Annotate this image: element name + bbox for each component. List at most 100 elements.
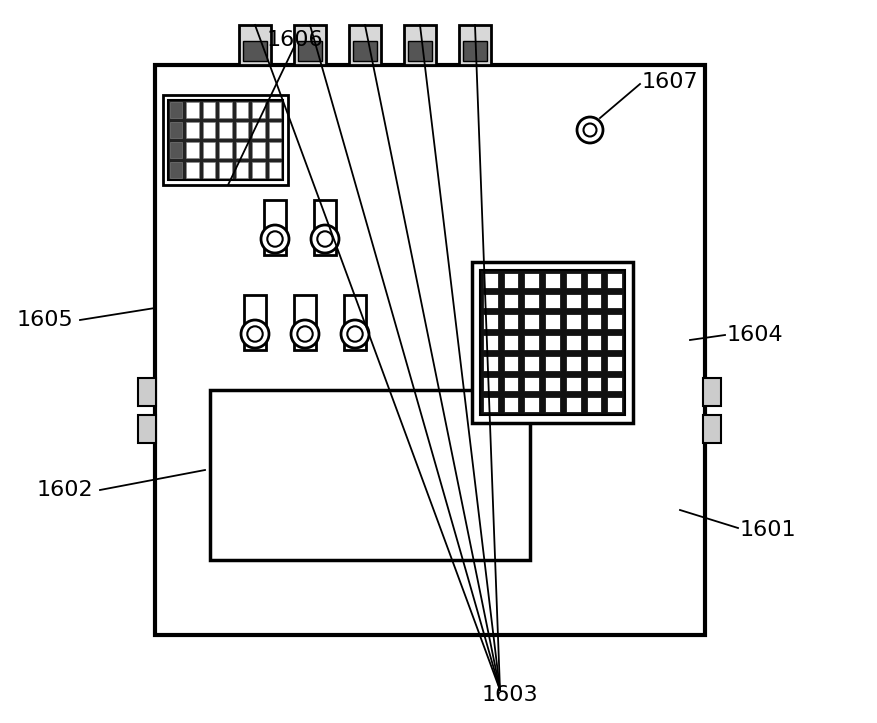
Bar bbox=[138, 415, 156, 443]
Bar bbox=[607, 294, 621, 309]
Bar bbox=[243, 41, 267, 61]
Bar bbox=[472, 262, 632, 423]
Bar bbox=[252, 122, 264, 138]
Bar bbox=[586, 356, 601, 371]
Bar bbox=[235, 142, 248, 158]
Bar bbox=[186, 122, 198, 138]
Bar bbox=[203, 122, 215, 138]
Circle shape bbox=[240, 320, 268, 348]
Bar bbox=[170, 122, 182, 138]
Circle shape bbox=[583, 124, 595, 137]
Bar bbox=[503, 315, 517, 329]
Bar bbox=[565, 397, 580, 412]
Bar bbox=[252, 102, 264, 118]
Bar bbox=[482, 335, 497, 350]
Bar bbox=[268, 122, 281, 138]
Circle shape bbox=[247, 326, 262, 342]
Bar bbox=[545, 397, 560, 412]
Bar bbox=[545, 335, 560, 350]
Bar bbox=[586, 377, 601, 391]
Bar bbox=[565, 377, 580, 391]
Bar bbox=[170, 102, 182, 118]
Bar bbox=[344, 295, 366, 350]
Bar bbox=[607, 315, 621, 329]
Circle shape bbox=[310, 225, 339, 253]
Bar bbox=[482, 377, 497, 391]
Bar bbox=[459, 25, 490, 65]
Bar bbox=[607, 377, 621, 391]
Bar bbox=[503, 397, 517, 412]
Circle shape bbox=[347, 326, 362, 342]
Bar bbox=[524, 294, 538, 309]
Bar bbox=[203, 162, 215, 178]
Bar bbox=[264, 200, 286, 255]
Bar bbox=[314, 200, 336, 255]
Bar bbox=[586, 335, 601, 350]
Bar bbox=[294, 25, 325, 65]
Bar bbox=[219, 162, 232, 178]
Bar bbox=[186, 162, 198, 178]
Bar bbox=[524, 397, 538, 412]
Bar bbox=[252, 142, 264, 158]
Bar bbox=[702, 415, 720, 443]
Bar bbox=[268, 142, 281, 158]
Bar bbox=[168, 100, 282, 180]
Bar bbox=[524, 356, 538, 371]
Bar bbox=[586, 294, 601, 309]
Bar bbox=[294, 295, 316, 350]
Bar bbox=[203, 142, 215, 158]
Bar bbox=[545, 356, 560, 371]
Bar bbox=[252, 162, 264, 178]
Bar bbox=[702, 378, 720, 406]
Bar bbox=[565, 335, 580, 350]
Bar bbox=[268, 102, 281, 118]
Bar bbox=[482, 356, 497, 371]
Bar bbox=[186, 102, 198, 118]
Bar bbox=[482, 315, 497, 329]
Bar bbox=[565, 294, 580, 309]
Bar bbox=[297, 41, 322, 61]
Bar bbox=[524, 377, 538, 391]
Text: 1601: 1601 bbox=[738, 520, 795, 540]
Text: 1605: 1605 bbox=[17, 310, 74, 330]
Bar bbox=[565, 315, 580, 329]
Circle shape bbox=[317, 231, 332, 247]
Bar bbox=[155, 65, 704, 635]
Bar bbox=[482, 397, 497, 412]
Text: 1606: 1606 bbox=[267, 30, 323, 50]
Bar bbox=[545, 315, 560, 329]
Bar bbox=[607, 356, 621, 371]
Bar bbox=[170, 142, 182, 158]
Bar bbox=[586, 397, 601, 412]
Bar bbox=[210, 390, 530, 560]
Bar bbox=[607, 273, 621, 288]
Bar bbox=[607, 397, 621, 412]
Circle shape bbox=[340, 320, 368, 348]
Bar bbox=[545, 294, 560, 309]
Circle shape bbox=[290, 320, 318, 348]
Bar bbox=[219, 142, 232, 158]
Bar bbox=[503, 335, 517, 350]
Bar bbox=[186, 142, 198, 158]
Bar bbox=[545, 273, 560, 288]
Bar bbox=[586, 315, 601, 329]
Bar bbox=[503, 294, 517, 309]
Bar bbox=[403, 25, 436, 65]
Bar bbox=[163, 95, 288, 185]
Bar bbox=[607, 335, 621, 350]
Bar bbox=[268, 162, 281, 178]
Bar bbox=[482, 294, 497, 309]
Bar bbox=[524, 335, 538, 350]
Bar bbox=[503, 356, 517, 371]
Bar bbox=[565, 356, 580, 371]
Bar bbox=[353, 41, 376, 61]
Bar bbox=[219, 122, 232, 138]
Bar bbox=[480, 270, 624, 415]
Text: 1604: 1604 bbox=[726, 325, 782, 345]
Bar bbox=[235, 162, 248, 178]
Bar bbox=[170, 162, 182, 178]
Bar bbox=[503, 377, 517, 391]
Bar bbox=[244, 295, 266, 350]
Bar bbox=[239, 25, 271, 65]
Bar bbox=[235, 102, 248, 118]
